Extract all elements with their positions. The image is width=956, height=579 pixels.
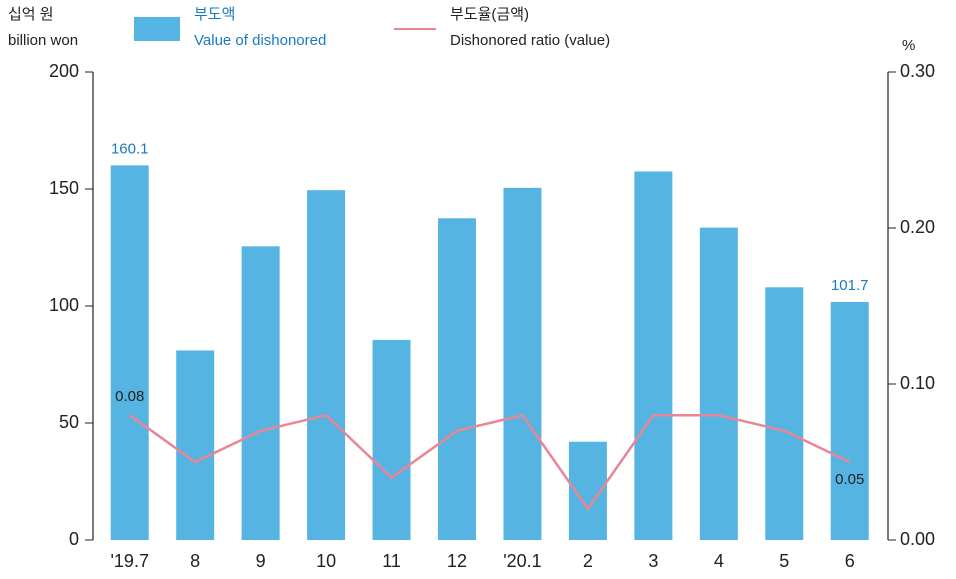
legend-label: 부도율(금액) <box>450 6 529 23</box>
y-tick-label: 100 <box>49 295 79 315</box>
x-tick-label: 12 <box>447 551 467 571</box>
legend-label: 부도액 <box>194 6 235 23</box>
y2-axis-label: % <box>902 37 915 54</box>
bar <box>110 165 149 540</box>
legend-swatch <box>134 17 180 41</box>
y-tick-label: 150 <box>49 178 79 198</box>
bar <box>372 339 411 540</box>
x-tick-label: 11 <box>382 551 401 571</box>
y2-tick-label: 0.30 <box>900 61 935 81</box>
x-tick-label: 4 <box>714 551 724 571</box>
y-axis-label: 십억 원 <box>8 6 54 23</box>
bar-value-label: 101.7 <box>831 277 869 294</box>
x-tick-label: 8 <box>190 551 200 571</box>
y-tick-label: 0 <box>69 529 79 549</box>
bar <box>438 218 477 540</box>
x-tick-label: 9 <box>256 551 266 571</box>
y2-tick-label: 0.10 <box>900 373 935 393</box>
bar <box>503 187 542 540</box>
line-value-label: 0.08 <box>115 388 144 405</box>
x-tick-label: '19.7 <box>110 551 148 571</box>
legend-label: Dishonored ratio (value) <box>450 32 610 49</box>
bar <box>765 287 804 540</box>
bar <box>830 302 869 540</box>
x-tick-label: 3 <box>648 551 658 571</box>
y2-tick-label: 0.20 <box>900 217 935 237</box>
y-tick-label: 50 <box>59 412 79 432</box>
y2-tick-label: 0.00 <box>900 529 935 549</box>
bar <box>176 350 215 540</box>
x-tick-label: '20.1 <box>503 551 541 571</box>
y-axis-label: billion won <box>8 32 78 49</box>
line <box>128 413 851 511</box>
x-tick-label: 2 <box>583 551 593 571</box>
bar-value-label: 160.1 <box>111 140 149 157</box>
x-tick-label: 10 <box>316 551 336 571</box>
bar <box>699 227 738 541</box>
line-value-label: 0.05 <box>835 471 864 488</box>
x-tick-label: 5 <box>779 551 789 571</box>
bar <box>634 171 673 540</box>
y-tick-label: 200 <box>49 61 79 81</box>
legend-label: Value of dishonored <box>194 32 326 49</box>
bar <box>307 190 346 541</box>
bar <box>241 246 280 540</box>
x-tick-label: 6 <box>845 551 855 571</box>
